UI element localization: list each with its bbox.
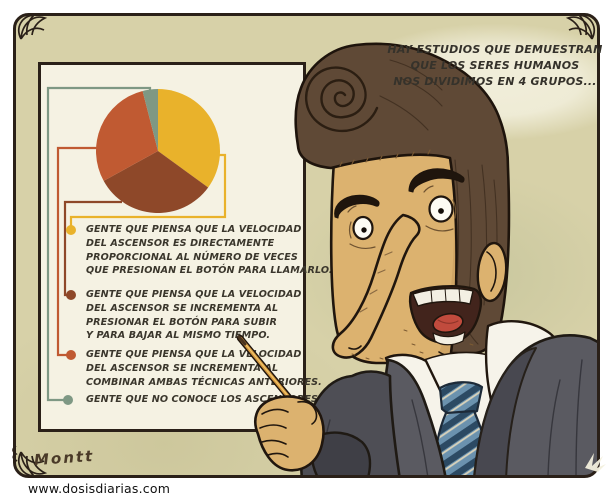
speech-line: QUE LOS SERES HUMANOS (410, 59, 580, 72)
website-url: www.dosisdiarias.com (28, 481, 171, 496)
speech-bubble: HAY ESTUDIOS QUE DEMUESTRAN QUE LOS SERE… (385, 42, 605, 90)
speech-line: HAY ESTUDIOS QUE DEMUESTRAN (387, 43, 603, 56)
speech-line: NOS DIVIDIMOS EN 4 GRUPOS... (393, 75, 597, 88)
hand (254, 395, 325, 472)
